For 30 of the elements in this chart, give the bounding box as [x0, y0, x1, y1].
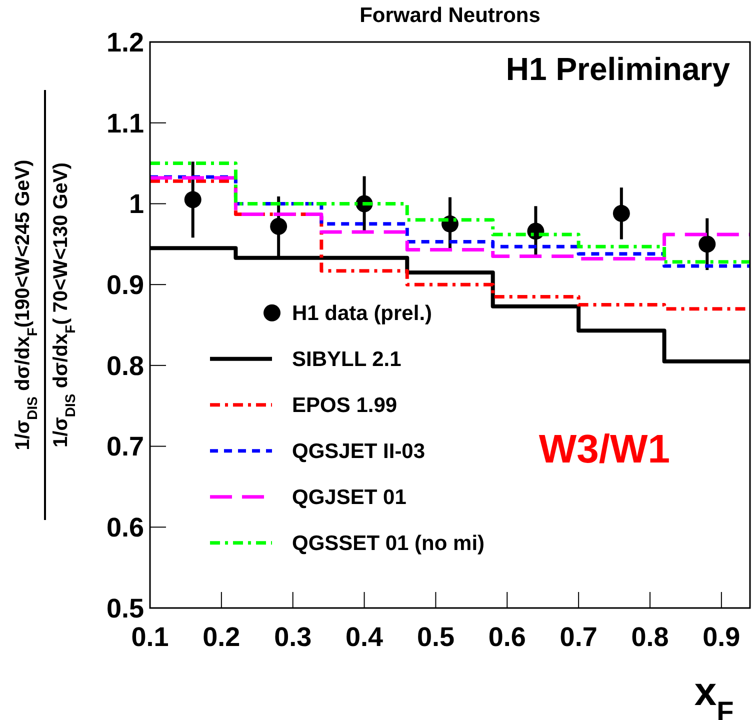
y-tick-label: 0.9 — [106, 270, 144, 300]
point — [698, 236, 716, 253]
legend-label: EPOS 1.99 — [292, 394, 398, 418]
x-tick-label: 0.3 — [274, 622, 312, 652]
legend-label: SIBYLL 2.1 — [292, 348, 402, 372]
annotation: H1 Preliminary — [506, 51, 730, 87]
x-tick-label: 0.4 — [346, 622, 384, 652]
x-tick-label: 0.6 — [488, 622, 526, 652]
y-tick-label: 0.7 — [106, 432, 144, 462]
point — [612, 204, 630, 222]
annotation: W3/W1 — [538, 427, 670, 472]
legend-label: H1 data (prel.) — [292, 302, 432, 326]
point — [184, 191, 202, 208]
x-tick-label: 0.8 — [631, 622, 669, 652]
legend-label: QGSSET 01 (no mi) — [292, 532, 485, 556]
y-tick-label: 1 — [128, 189, 144, 220]
x-tick-label: 0.7 — [560, 622, 598, 652]
y-tick-label: 0.8 — [106, 350, 144, 381]
x-tick-label: 0.9 — [702, 622, 740, 652]
legend-label: QGSJET II-03 — [292, 440, 426, 464]
x-tick-label: 0.2 — [202, 622, 240, 652]
legend-label: QGJSET 01 — [292, 486, 407, 510]
y-tick-label: 0.6 — [106, 512, 144, 543]
y-tick-label: 0.5 — [106, 593, 144, 624]
x-tick-label: 0.5 — [416, 622, 454, 652]
point — [270, 218, 288, 235]
y-tick-label: 1.1 — [106, 108, 144, 138]
y-tick-label: 1.2 — [106, 27, 144, 58]
chart-title: Forward Neutrons — [360, 4, 540, 27]
x-tick-label: 0.1 — [131, 622, 169, 652]
